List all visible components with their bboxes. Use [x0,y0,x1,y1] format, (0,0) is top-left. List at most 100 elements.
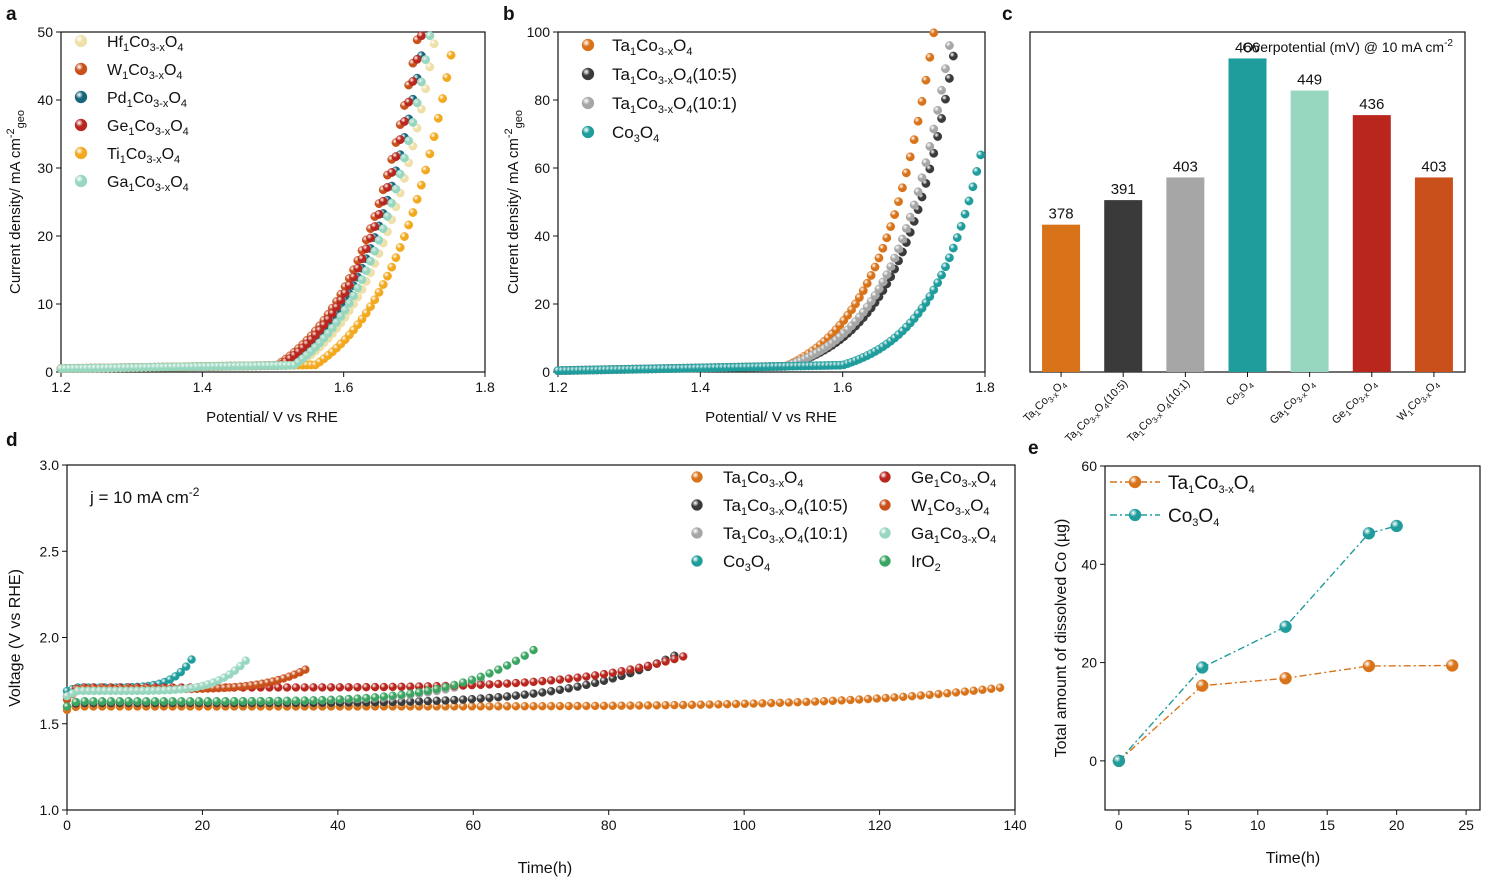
panel-d-point-ge [344,683,353,692]
panel-b-point-co3o4 [933,278,943,288]
panel-c-bar-value-label: 436 [1359,96,1384,113]
panel-b-point-ta [905,152,915,162]
panel-d-point-ge [282,683,292,692]
panel-a-point-ga [400,153,409,163]
panel-d-point-ta [502,702,512,711]
panel-d-point-ge [617,667,626,676]
panel-e-x-tick-label: 20 [1389,817,1405,833]
panel-d-point-ge [652,659,661,668]
panel-b-point-ta101 [917,173,927,183]
panel-a-point-ge [323,314,333,324]
panel-d-point-ta [617,701,626,710]
panel-b-y-tick-label: 100 [527,24,551,40]
panel-a-point-ti [404,220,414,230]
panel-d-point-ta [784,698,794,707]
panel-a-point-ga [349,291,358,301]
panel-b-point-co3o4 [976,150,986,160]
panel-b-point-ta [878,243,888,253]
panel-d-point-ge [309,683,318,692]
panel-d-point-iro2 [476,672,485,682]
panel-b-point-ta101 [933,105,943,115]
panel-d-point-ta105 [590,678,600,688]
panel-a-point-ge [366,233,375,243]
panel-b-point-ta [870,262,880,272]
panel-a-point-ge [416,31,426,41]
panel-a-point-ge [391,152,401,162]
panel-d-legend-marker-co3o4 [691,555,703,567]
panel-b-point-ta105 [933,132,943,141]
panel-b-legend-label-ta105: Ta1Co3-xO4(10:5) [612,65,737,87]
panel-d-point-ge [546,676,556,685]
panel-c-bar [1166,177,1205,372]
panel-e-series-line-co3o4 [1118,525,1397,762]
panel-e-y-tick-label: 40 [1081,556,1097,572]
panel-d-point-ge [626,665,635,674]
panel-c-category-label: W1Co3-xO4 [1395,377,1443,425]
panel-a-point-ge [332,302,341,312]
panel-d-point-ta [467,702,477,711]
panel-c-bar [1414,177,1453,372]
panel-d-x-tick-label: 120 [868,817,892,833]
panel-a-x-tick-label: 1.6 [334,379,354,395]
panel-d-point-ta [582,701,591,711]
panel-d-point-iro2 [168,697,177,706]
panel-c-category-label: Ta1Co3-xO4(10:1) [1125,378,1194,447]
panel-a-point-ge [349,272,358,282]
panel-d-point-ta [969,686,978,695]
panel-d-point-ge [485,680,494,689]
panel-a-y-tick-label: 40 [37,92,53,108]
panel-d-point-ta [546,701,556,711]
panel-b-x-tick-label: 1.6 [833,379,853,395]
panel-d-point-ta [951,688,961,697]
panel-b-point-co3o4 [972,167,982,176]
panel-b-point-ta105 [925,164,935,174]
panel-b-y-tick-label: 20 [534,296,550,312]
panel-b-legend-label-co3o4: Co3O4 [612,123,659,145]
panel-b-point-ta101 [894,244,903,254]
panel-d-point-ta [740,699,750,709]
panel-c-category-label: Ta1Co3-xO4 [1021,377,1070,426]
panel-d-point-iro2 [432,684,441,694]
panel-e-point-ta [1279,672,1292,685]
panel-a-point-ge [353,263,363,273]
panel-d-point-ta [890,693,899,702]
panel-a-point-ga [370,246,380,256]
panel-b-polarization-curves: 1.2 1.4 1.6 1.8 0 20 40 60 80 100 Potential/ V vs … [503,24,995,426]
panel-b-legend-label-ta: Ta1Co3-xO4 [612,36,692,58]
panel-a-point-ga [336,312,346,321]
panel-d-point-ta [555,701,565,711]
panel-b-point-ta101 [929,124,939,134]
panel-b-plot-frame [557,31,986,373]
panel-d-point-ta [670,700,679,710]
panel-d-point-iro2 [133,697,142,706]
panel-b-point-co3o4 [948,243,958,253]
panel-b-y-tick-label: 40 [534,228,550,244]
panel-a-point-ge [370,222,380,232]
panel-a-point-ge [383,183,392,192]
panel-d-point-ge [335,683,345,692]
panel-b-point-ta101 [874,284,884,294]
panel-b-x-tick-label: 1.2 [548,379,568,395]
panel-d-point-iro2 [150,697,160,706]
panel-a-point-ga [353,283,363,293]
panel-e-x-tick-label: 10 [1250,817,1266,833]
panel-d-point-ta [899,692,908,702]
panel-d-legend-marker-ge [879,471,891,483]
panel-d-point-ta [590,701,600,711]
panel-d-point-ge [590,671,600,680]
panel-b-legend-marker-co3o4 [581,125,595,139]
panel-d-point-iro2 [344,694,353,704]
panel-e-x-tick-label: 0 [1115,817,1123,833]
panel-d-point-iro2 [362,693,371,703]
panel-d-point-iro2 [406,689,415,698]
panel-d-legend-marker-w [879,499,891,511]
panel-e-point-ta [1196,679,1209,692]
panel-d-point-iro2 [397,690,406,699]
panel-e-x-tick-label: 5 [1184,817,1192,833]
panel-d-point-ta [731,699,741,709]
panel-b-point-ta101 [890,253,900,263]
panel-d-point-ta105 [564,684,573,693]
panel-d-point-ta [881,693,890,703]
panel-a-point-ga [408,118,418,127]
